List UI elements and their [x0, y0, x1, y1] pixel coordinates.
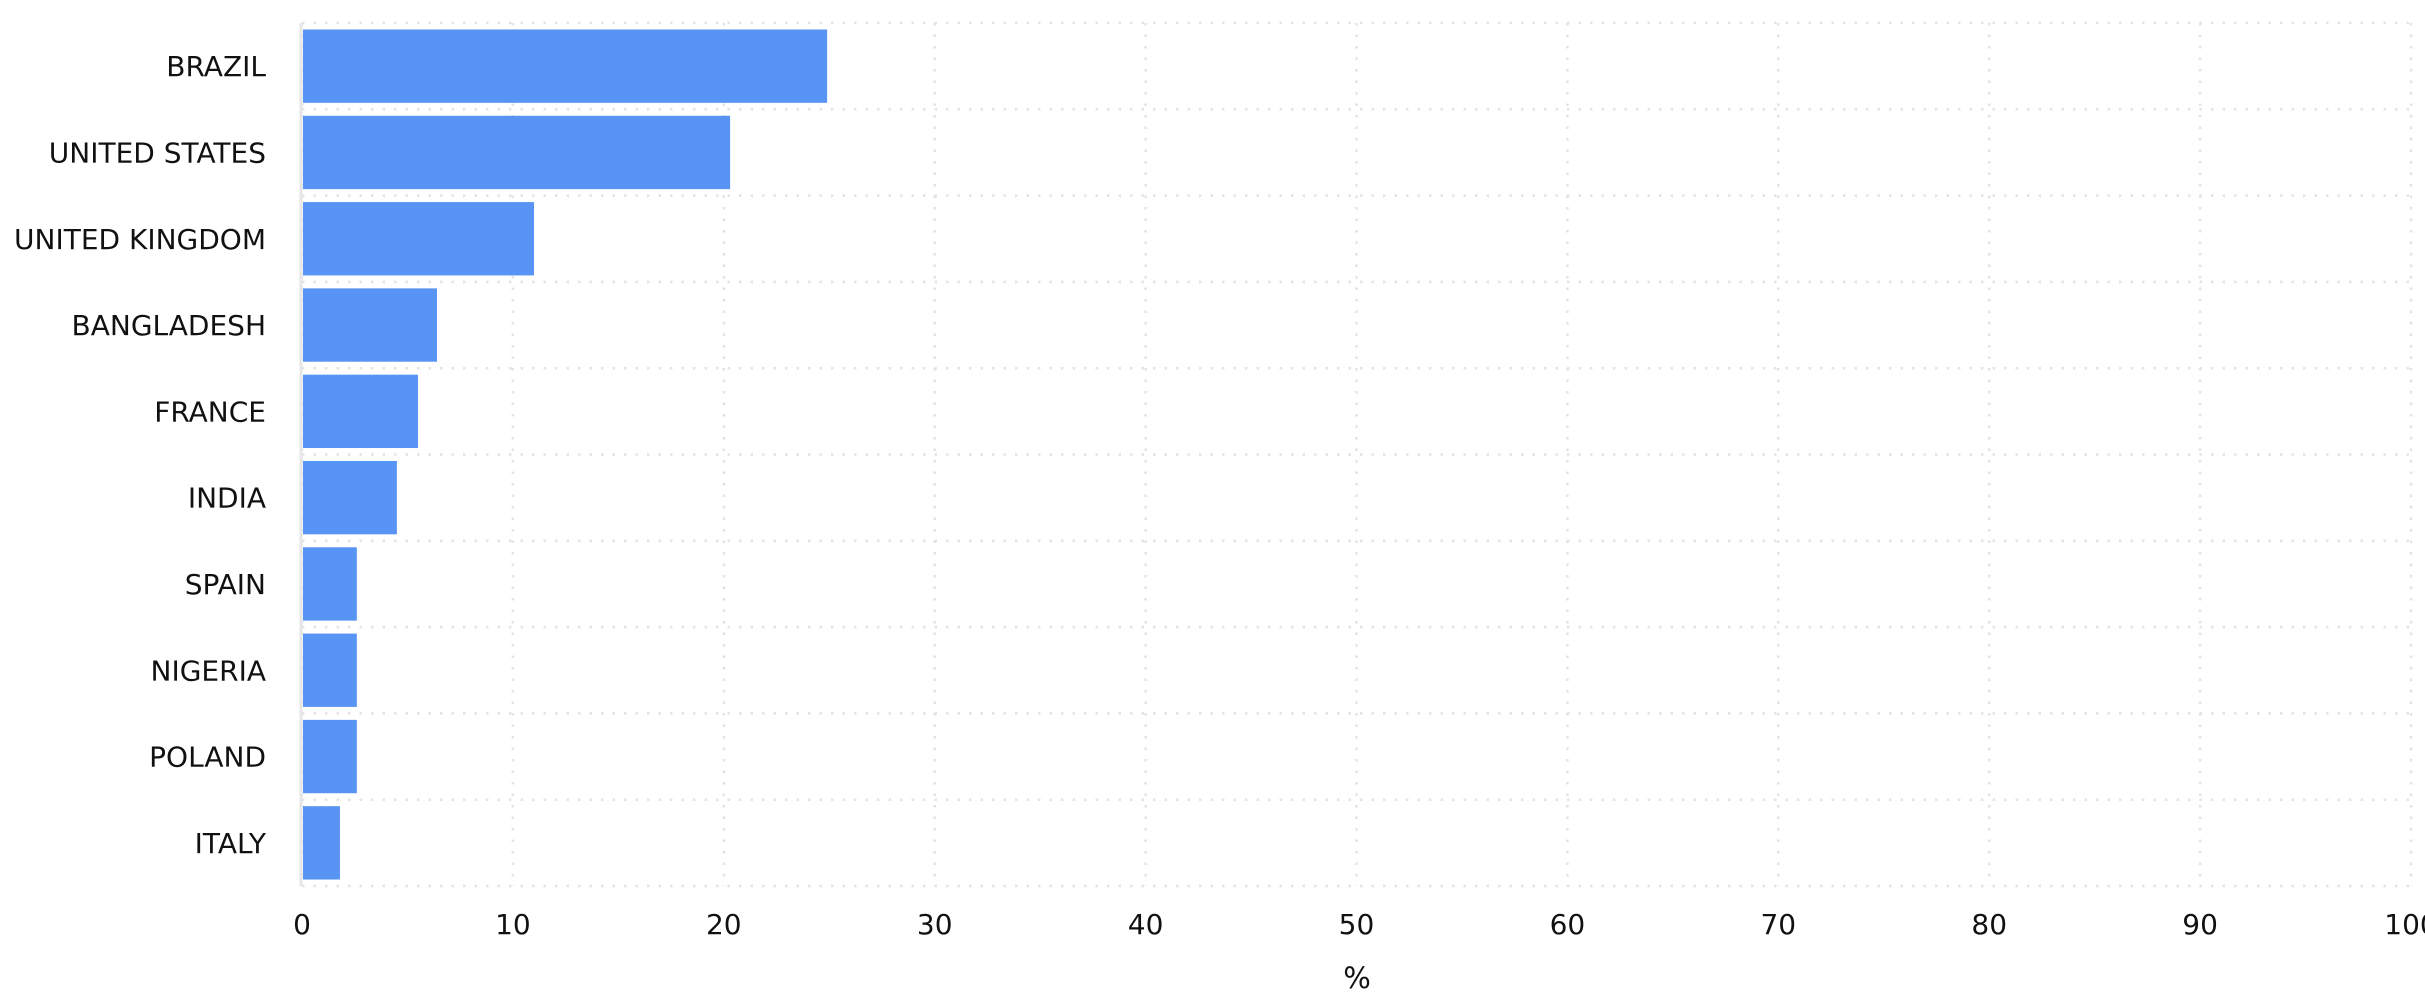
x-tick-label: 10: [495, 908, 531, 941]
grid: [299, 21, 2413, 888]
bar-france: [303, 374, 418, 449]
x-tick-label: 40: [1128, 908, 1164, 941]
x-axis-tick-labels: 0 10 20 30 40 50 60 70 80 90 100: [293, 908, 2425, 941]
x-tick-label: 30: [917, 908, 953, 941]
x-tick-label: 80: [1971, 908, 2007, 941]
y-category-label: INDIA: [188, 482, 266, 515]
x-tick-label: 50: [1339, 908, 1375, 941]
y-category-label: NIGERIA: [151, 654, 266, 687]
bar-spain: [303, 547, 357, 621]
x-tick-label: 70: [1760, 908, 1796, 941]
y-category-label: SPAIN: [185, 568, 266, 601]
y-category-label: ITALY: [195, 827, 267, 860]
y-category-label: UNITED KINGDOM: [14, 223, 266, 256]
x-axis-title: %: [1343, 961, 1371, 995]
bar-united-kingdom: [303, 202, 534, 276]
x-tick-label: 20: [706, 908, 742, 941]
y-category-label: BANGLADESH: [72, 309, 266, 342]
y-category-label: POLAND: [149, 741, 266, 774]
x-tick-label: 90: [2182, 908, 2218, 941]
y-category-label: UNITED STATES: [49, 136, 266, 169]
bar-bangladesh: [303, 288, 437, 362]
bar-italy: [303, 806, 340, 880]
y-category-label: BRAZIL: [166, 50, 266, 83]
x-tick-label: 60: [1550, 908, 1586, 941]
bar-brazil: [303, 29, 828, 103]
bar-poland: [303, 719, 357, 794]
x-tick-label: 0: [293, 908, 311, 941]
bars: [303, 29, 828, 880]
bar-united-states: [303, 115, 731, 190]
bar-nigeria: [303, 633, 357, 707]
x-tick-label: 100: [2384, 908, 2425, 941]
y-axis-labels: BRAZIL UNITED STATES UNITED KINGDOM BANGLAD…: [14, 50, 267, 860]
y-category-label: FRANCE: [154, 395, 266, 428]
bar-india: [303, 460, 397, 535]
